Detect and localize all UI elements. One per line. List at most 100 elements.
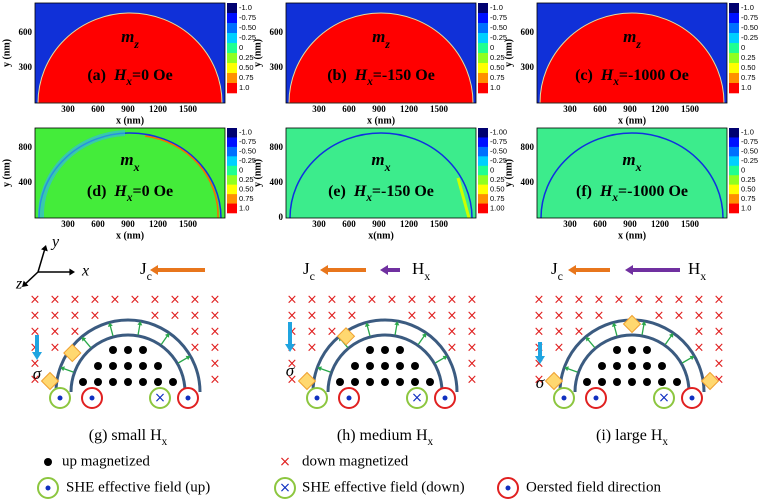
current-arrow-head bbox=[320, 265, 328, 275]
x-tick-label: 1200 bbox=[651, 104, 670, 114]
colorbar-label: -0.25 bbox=[239, 156, 256, 165]
colorbar-swatch bbox=[227, 194, 237, 204]
colorbar-label: 1.00 bbox=[490, 203, 505, 212]
map-frame bbox=[536, 127, 728, 219]
moment-marker bbox=[622, 314, 642, 334]
text-part: =-1000 Oe bbox=[619, 67, 689, 84]
she-arrow-head bbox=[611, 322, 617, 327]
colorbar-label: -0.50 bbox=[741, 23, 758, 32]
down-mark: × bbox=[634, 293, 645, 308]
field-dot bbox=[185, 395, 191, 401]
she-arrow-head bbox=[137, 321, 143, 326]
subscript: z bbox=[384, 37, 390, 51]
field-arrow-head bbox=[625, 265, 633, 275]
x-tick-label: 1500 bbox=[430, 219, 449, 229]
down-mark: × bbox=[210, 325, 221, 340]
down-mark: × bbox=[694, 293, 705, 308]
down-mark: × bbox=[534, 293, 545, 308]
colorbar-label: 0 bbox=[490, 165, 494, 174]
text-part: =-150 Oe bbox=[373, 67, 435, 84]
domain-wall bbox=[289, 132, 473, 219]
panel-letter: (e) bbox=[328, 183, 346, 200]
she-arrow bbox=[63, 367, 74, 373]
field-dot bbox=[346, 395, 352, 401]
colorbar-label: -0.50 bbox=[490, 23, 507, 32]
field-circle bbox=[406, 387, 428, 409]
x-tick-label: 1500 bbox=[681, 104, 700, 114]
colorbar-label: 0.75 bbox=[490, 194, 505, 203]
text-part: H bbox=[113, 183, 127, 200]
down-mark: × bbox=[467, 325, 478, 340]
colorbar-swatch bbox=[227, 3, 237, 14]
down-mark: × bbox=[30, 373, 41, 388]
spin-arrow-head bbox=[535, 356, 545, 364]
text-part: m bbox=[371, 150, 384, 169]
x-axis-label: x (nm) bbox=[116, 115, 144, 126]
up-dot bbox=[124, 362, 132, 370]
field-label: (d) Hx=0 Oe bbox=[87, 183, 173, 204]
down-mark: × bbox=[190, 309, 201, 324]
component-label: mx bbox=[120, 150, 139, 174]
subscript: c bbox=[310, 269, 315, 283]
colorbar-swatch bbox=[729, 13, 739, 24]
text-part: J bbox=[140, 259, 147, 278]
field-cross: × bbox=[658, 390, 670, 406]
she-arrow-head bbox=[164, 333, 170, 338]
colorbar-swatch bbox=[729, 63, 739, 74]
down-mark: × bbox=[534, 357, 545, 372]
x-tick-label: 900 bbox=[121, 104, 135, 114]
she-arrow bbox=[681, 357, 692, 364]
field-dot bbox=[89, 395, 95, 401]
field-dot bbox=[442, 395, 448, 401]
colorbar-swatch bbox=[729, 128, 739, 138]
colorbar-label: -0.25 bbox=[741, 33, 758, 42]
down-mark: × bbox=[407, 309, 418, 324]
legend-circle bbox=[274, 477, 296, 499]
she-arrow-head bbox=[364, 322, 370, 327]
colorbar-label: 0.50 bbox=[490, 184, 505, 193]
axis-arrow bbox=[24, 271, 39, 285]
subscript: x bbox=[700, 269, 706, 283]
x-tick-label: 300 bbox=[312, 219, 326, 229]
field-label: (c) Hx=-1000 Oe bbox=[575, 67, 689, 88]
current-arrow-head bbox=[150, 265, 158, 275]
down-mark: × bbox=[447, 309, 458, 324]
colorbar-label: -0.25 bbox=[741, 156, 758, 165]
down-mark: × bbox=[50, 309, 61, 324]
x-tick-label: 600 bbox=[342, 104, 356, 114]
x-tick-label: 1500 bbox=[430, 104, 449, 114]
text-part: H bbox=[113, 67, 127, 84]
domain bbox=[539, 12, 725, 104]
axis-arrow bbox=[37, 249, 46, 273]
y-axis-label: y (nm) bbox=[503, 39, 514, 67]
current-arrow-head bbox=[568, 265, 576, 275]
down-mark: × bbox=[307, 293, 318, 308]
colorbar-label: 0 bbox=[741, 165, 745, 174]
down-mark: × bbox=[210, 293, 221, 308]
down-mark: × bbox=[467, 309, 478, 324]
component-label: mx bbox=[371, 150, 390, 174]
down-mark: × bbox=[554, 325, 565, 340]
colorbar-swatch bbox=[478, 13, 488, 24]
colorbar-label: -1.0 bbox=[741, 128, 754, 137]
down-mark: × bbox=[170, 293, 181, 308]
x-tick-label: 300 bbox=[563, 104, 577, 114]
text-part: H bbox=[688, 259, 700, 278]
down-mark: × bbox=[554, 341, 565, 356]
she-arrow-head bbox=[394, 321, 400, 326]
down-mark: × bbox=[30, 325, 41, 340]
colorbar-label: 0 bbox=[490, 43, 494, 52]
component-label: mz bbox=[623, 27, 641, 51]
x-tick-label: 300 bbox=[61, 219, 75, 229]
down-mark: × bbox=[130, 293, 141, 308]
x-tick-label: 1500 bbox=[179, 219, 198, 229]
x-tick-label: 1200 bbox=[651, 219, 670, 229]
down-mark: × bbox=[427, 309, 438, 324]
legend-cross: × bbox=[279, 480, 291, 496]
down-mark: × bbox=[327, 325, 338, 340]
y-axis-label: y (nm) bbox=[1, 159, 12, 187]
x-tick-label: 900 bbox=[623, 219, 637, 229]
down-mark: × bbox=[614, 293, 625, 308]
she-arrow bbox=[434, 357, 445, 364]
